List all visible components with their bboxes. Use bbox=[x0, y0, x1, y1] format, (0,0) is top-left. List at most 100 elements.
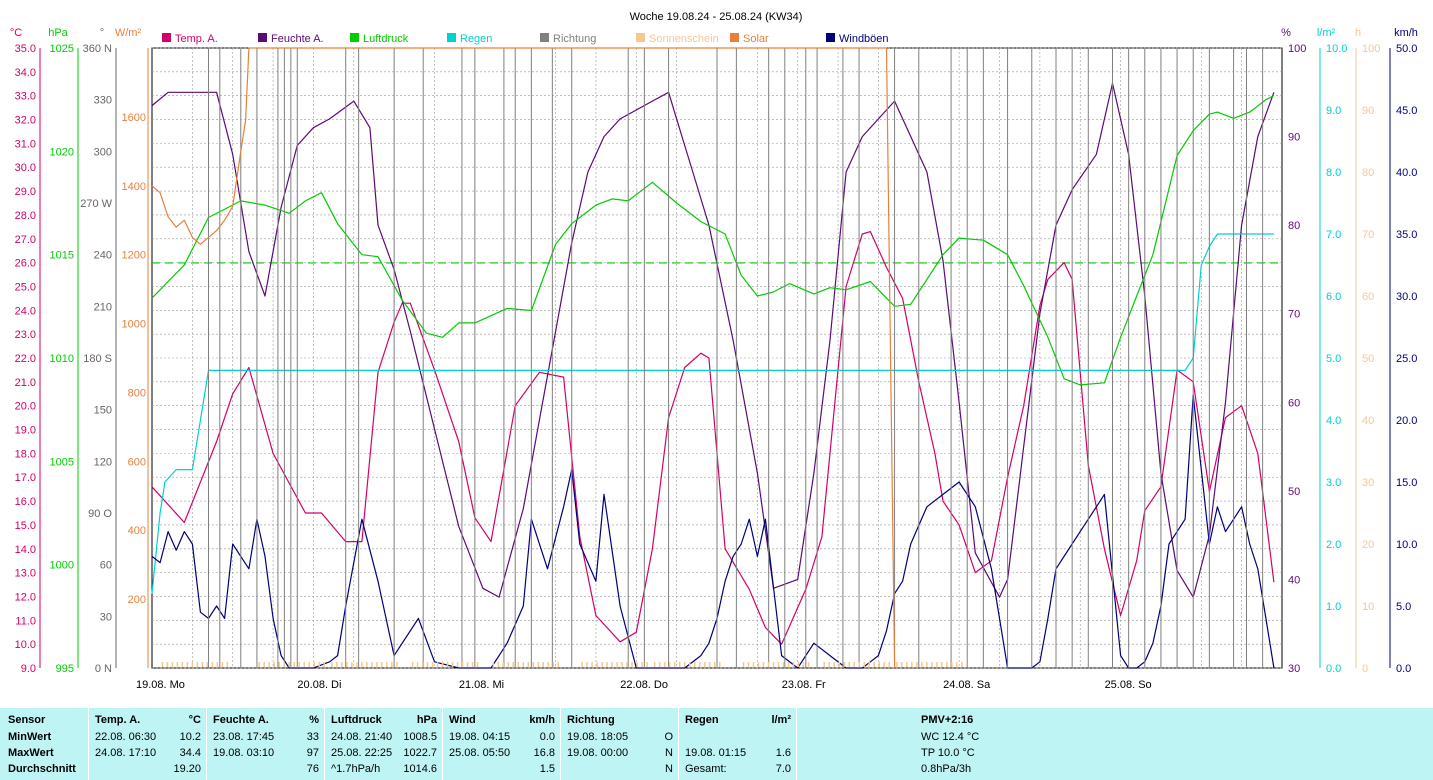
row-label-min: MinWert bbox=[8, 731, 52, 743]
rain-total-label: Gesamt: bbox=[685, 763, 727, 775]
sunshine-tick: 0 bbox=[1362, 663, 1368, 675]
pressure-tick: 1015 bbox=[50, 250, 74, 262]
pressure-unit-label: hPa bbox=[48, 27, 68, 39]
temp-tick: 20.0 bbox=[15, 401, 36, 413]
temp-min-time: 22.08. 06:30 bbox=[95, 731, 157, 743]
temp-tick: 21.0 bbox=[15, 377, 36, 389]
temp-tick: 24.0 bbox=[15, 305, 36, 317]
plot-area bbox=[151, 47, 1282, 669]
rain-tick: 6.0 bbox=[1326, 291, 1341, 303]
legend-swatch bbox=[826, 33, 835, 42]
direction-avg-value: N bbox=[665, 763, 673, 775]
gust-tick: 45.0 bbox=[1396, 105, 1417, 117]
solar-tick: 400 bbox=[128, 525, 146, 537]
sunshine-tick: 60 bbox=[1362, 291, 1374, 303]
direction-min-value: O bbox=[664, 731, 673, 743]
humidity-tick: 90 bbox=[1288, 132, 1300, 144]
solar-unit-label: W/m² bbox=[115, 27, 142, 39]
temp-tick: 14.0 bbox=[15, 544, 36, 556]
wind-header: Wind bbox=[449, 714, 476, 726]
legend-label: Sonnenschein bbox=[649, 33, 719, 45]
pressure-trend: ^1.7hPa/h bbox=[331, 763, 381, 775]
pressure-tick: 1020 bbox=[50, 146, 74, 158]
series-line-temp-a bbox=[151, 231, 1275, 645]
rain-tick: 4.0 bbox=[1326, 415, 1341, 427]
series-line-regen bbox=[151, 233, 1274, 594]
gust-unit-label: km/h bbox=[1394, 27, 1418, 39]
temp-tick: 10.0 bbox=[15, 639, 36, 651]
legend-label: Regen bbox=[460, 33, 492, 45]
temp-tick: 12.0 bbox=[15, 591, 36, 603]
direction-tick: 0 N bbox=[95, 663, 112, 675]
wind-avg-value: 1.5 bbox=[539, 763, 555, 775]
temp-tick: 15.0 bbox=[15, 520, 36, 532]
row-label-avg: Durchschnitt bbox=[8, 763, 76, 775]
pmv-column: PMV+2:16 WC 12.4 °C TP 10.0 °C 0.8hPa/3h bbox=[796, 708, 1433, 780]
row-label-max: MaxWert bbox=[8, 747, 54, 759]
day-label: 23.08. Fr bbox=[782, 679, 826, 691]
pmv-dewpoint: TP 10.0 °C bbox=[921, 747, 975, 759]
rain-tick: 0.0 bbox=[1326, 663, 1341, 675]
temp-max-value: 34.4 bbox=[179, 747, 201, 759]
legend-label: Richtung bbox=[553, 33, 596, 45]
pressure-avg-value: 1014.6 bbox=[403, 763, 437, 775]
sunshine-tick: 30 bbox=[1362, 477, 1374, 489]
day-label: 19.08. Mo bbox=[136, 679, 185, 691]
humidity-min-value: 33 bbox=[306, 731, 319, 743]
direction-tick: 210 bbox=[94, 301, 112, 313]
weather-chart: Woche 19.08.24 - 25.08.24 (KW34) Temp. A… bbox=[10, 11, 1418, 691]
rain-tick: 2.0 bbox=[1326, 539, 1341, 551]
temp-tick: 28.0 bbox=[15, 210, 36, 222]
direction-column: Richtung 19.08. 18:05 O 19.08. 00:00 N N bbox=[560, 708, 679, 780]
direction-max-time: 19.08. 00:00 bbox=[567, 747, 629, 759]
rain-tick: 1.0 bbox=[1326, 601, 1341, 613]
humidity-max-time: 19.08. 03:10 bbox=[213, 747, 275, 759]
temp-tick: 27.0 bbox=[15, 234, 36, 246]
direction-tick: 240 bbox=[94, 250, 112, 262]
direction-tick: 120 bbox=[94, 456, 112, 468]
gust-tick: 20.0 bbox=[1396, 415, 1417, 427]
wind-min-time: 19.08. 04:15 bbox=[449, 731, 511, 743]
humidity-avg-value: 76 bbox=[306, 763, 319, 775]
sunshine-tick: 90 bbox=[1362, 105, 1374, 117]
humidity-header: Feuchte A. bbox=[213, 714, 269, 726]
day-label: 25.08. So bbox=[1105, 679, 1152, 691]
humidity-unit-label: % bbox=[1281, 27, 1291, 39]
rain-tick: 10.0 bbox=[1326, 43, 1347, 55]
pressure-min-value: 1008.5 bbox=[403, 731, 437, 743]
temp-header: Temp. A. bbox=[95, 714, 141, 726]
direction-tick: 360 N bbox=[83, 43, 112, 55]
rain-max-value: 1.6 bbox=[775, 747, 791, 759]
legend-label: Luftdruck bbox=[363, 33, 409, 45]
temp-tick: 34.0 bbox=[15, 67, 36, 79]
series-line-feuchte-a bbox=[151, 82, 1275, 598]
rain-column: Regen l/m² 19.08. 01:15 1.6 Gesamt: 7.0 bbox=[678, 708, 797, 780]
legend-label: Windböen bbox=[839, 33, 889, 45]
solar-tick: 1600 bbox=[122, 112, 146, 124]
day-label: 20.08. Di bbox=[297, 679, 341, 691]
day-label: 21.08. Mi bbox=[459, 679, 504, 691]
legend-label: Temp. A. bbox=[175, 33, 218, 45]
temp-tick: 22.0 bbox=[15, 353, 36, 365]
pressure-max-time: 25.08. 22:25 bbox=[331, 747, 393, 759]
pmv-windchill: WC 12.4 °C bbox=[921, 731, 980, 743]
gust-tick: 10.0 bbox=[1396, 539, 1417, 551]
pressure-header: Luftdruck bbox=[331, 714, 382, 726]
wind-min-value: 0.0 bbox=[539, 731, 555, 743]
pressure-unit: hPa bbox=[416, 714, 437, 726]
gust-tick: 40.0 bbox=[1396, 167, 1417, 179]
wind-column: Wind km/h 19.08. 04:15 0.0 25.08. 05:50 … bbox=[442, 708, 561, 780]
rain-unit: l/m² bbox=[771, 714, 791, 726]
solar-tick: 1400 bbox=[122, 181, 146, 193]
legend-label: Feuchte A. bbox=[271, 33, 324, 45]
legend-swatch bbox=[258, 33, 267, 42]
rain-total-value: 7.0 bbox=[775, 763, 791, 775]
temp-max-time: 24.08. 17:10 bbox=[95, 747, 157, 759]
series-line-solar bbox=[151, 47, 896, 669]
gust-tick: 35.0 bbox=[1396, 229, 1417, 241]
temp-unit: °C bbox=[188, 714, 201, 726]
humidity-unit: % bbox=[309, 714, 319, 726]
legend-swatch bbox=[447, 33, 456, 42]
legend-swatch bbox=[540, 33, 549, 42]
direction-tick: 180 S bbox=[83, 353, 112, 365]
